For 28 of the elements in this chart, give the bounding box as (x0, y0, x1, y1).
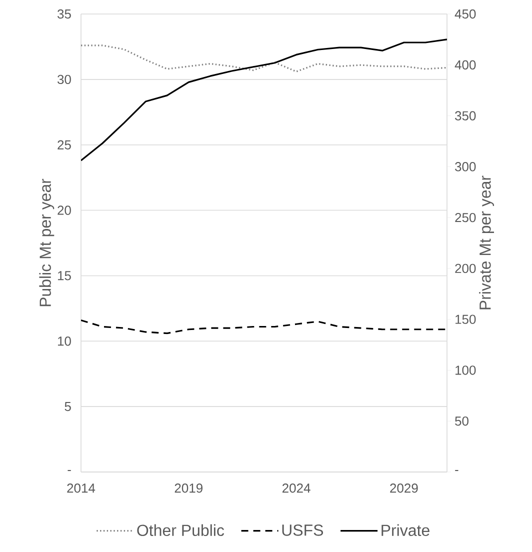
legend-label: Other Public (137, 524, 224, 536)
x-tick-label: 2024 (282, 484, 310, 493)
y2-tick-label: 300 (455, 162, 476, 172)
y2-tick-label: 50 (455, 416, 468, 426)
y-tick-label: 15 (58, 271, 71, 280)
x-tick-label: 2019 (174, 484, 202, 493)
x-tick-label: 2029 (390, 484, 418, 493)
y-tick-label: 35 (58, 9, 71, 19)
line-series (80, 44, 447, 72)
legend-label: Private (382, 524, 430, 536)
y-tick-label: 5 (64, 402, 71, 412)
y2-tick-label: 200 (455, 264, 476, 274)
legend-label: USFS (282, 524, 324, 536)
y2-tick-label: 350 (455, 111, 476, 120)
y-tick-label: 20 (58, 206, 71, 215)
y-tick-label: - (68, 470, 71, 472)
y2-axis-title: Private Mt per year (479, 176, 494, 310)
y-tick-label: 10 (58, 336, 71, 346)
y2-tick-label: 250 (455, 212, 476, 222)
y2-tick-label: - (455, 470, 458, 472)
y2-tick-label: 400 (454, 60, 476, 70)
y2-tick-label: 450 (454, 9, 476, 19)
x-tick-label: 2014 (67, 484, 96, 493)
y-tick-label: 25 (58, 140, 71, 150)
y-axis-title: Public Mt per year (39, 178, 54, 306)
y2-tick-label: 150 (456, 314, 476, 324)
y2-tick-label: 100 (456, 366, 476, 375)
y-tick-label: 30 (58, 74, 71, 84)
